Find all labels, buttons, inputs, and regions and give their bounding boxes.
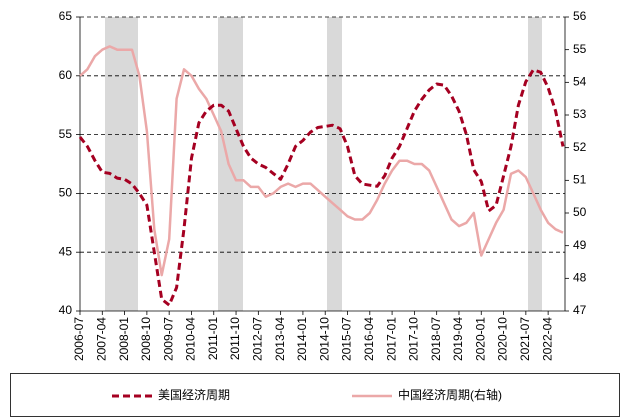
- x-tick-label: 2018-07: [429, 317, 443, 361]
- x-tick-label: 2012-07: [251, 317, 265, 361]
- x-tick-label: 2020-10: [496, 317, 510, 361]
- x-tick-label: 2015-07: [340, 317, 354, 361]
- y-tick-label: 55: [59, 127, 73, 141]
- y2-tick-label: 55: [573, 42, 587, 56]
- y-tick-label: 65: [59, 9, 73, 23]
- x-tick-label: 2014-01: [295, 317, 309, 361]
- x-tick-label: 2022-04: [540, 317, 554, 361]
- y2-tick-label: 56: [573, 9, 587, 23]
- x-tick-label: 2009-07: [161, 317, 175, 361]
- y2-tick-label: 47: [573, 303, 587, 317]
- y2-tick-label: 48: [573, 271, 587, 285]
- shaded-period: [528, 17, 542, 311]
- x-tick-label: 2014-10: [317, 317, 331, 361]
- x-tick-label: 2008-10: [139, 317, 153, 361]
- x-tick-label: 2017-10: [407, 317, 421, 361]
- x-tick-label: 2010-04: [184, 317, 198, 361]
- y-tick-label: 50: [59, 186, 73, 200]
- x-tick-label: 2020-01: [473, 317, 487, 361]
- y-tick-label: 60: [59, 68, 73, 82]
- x-tick-label: 2016-04: [362, 317, 376, 361]
- y2-tick-label: 51: [573, 173, 587, 187]
- legend-label: 美国经济周期: [158, 387, 230, 402]
- legend-label: 中国经济周期(右轴): [398, 387, 502, 402]
- y2-tick-label: 53: [573, 107, 587, 121]
- shaded-period: [327, 17, 342, 311]
- x-tick-label: 2011-01: [206, 317, 220, 360]
- shaded-period: [218, 17, 243, 311]
- y-tick-label: 40: [59, 303, 73, 317]
- x-tick-label: 2017-01: [384, 317, 398, 361]
- y2-tick-label: 50: [573, 205, 587, 219]
- x-tick-label: 2021-07: [518, 317, 532, 361]
- x-tick-label: 2007-04: [94, 317, 108, 361]
- x-tick-label: 2013-04: [273, 317, 287, 361]
- line-series: [78, 68, 565, 307]
- x-tick-label: 2011-10: [228, 317, 242, 360]
- y2-tick-label: 52: [573, 140, 587, 154]
- line-series: [79, 45, 564, 277]
- legend-box: [10, 373, 620, 417]
- y2-tick-label: 54: [573, 75, 587, 89]
- shaded-period: [105, 17, 138, 311]
- y-tick-label: 45: [59, 244, 73, 258]
- y2-tick-label: 49: [573, 238, 587, 252]
- x-tick-label: 2006-07: [72, 317, 86, 361]
- x-tick-label: 2019-04: [451, 317, 465, 361]
- x-tick-label: 2008-01: [117, 317, 131, 361]
